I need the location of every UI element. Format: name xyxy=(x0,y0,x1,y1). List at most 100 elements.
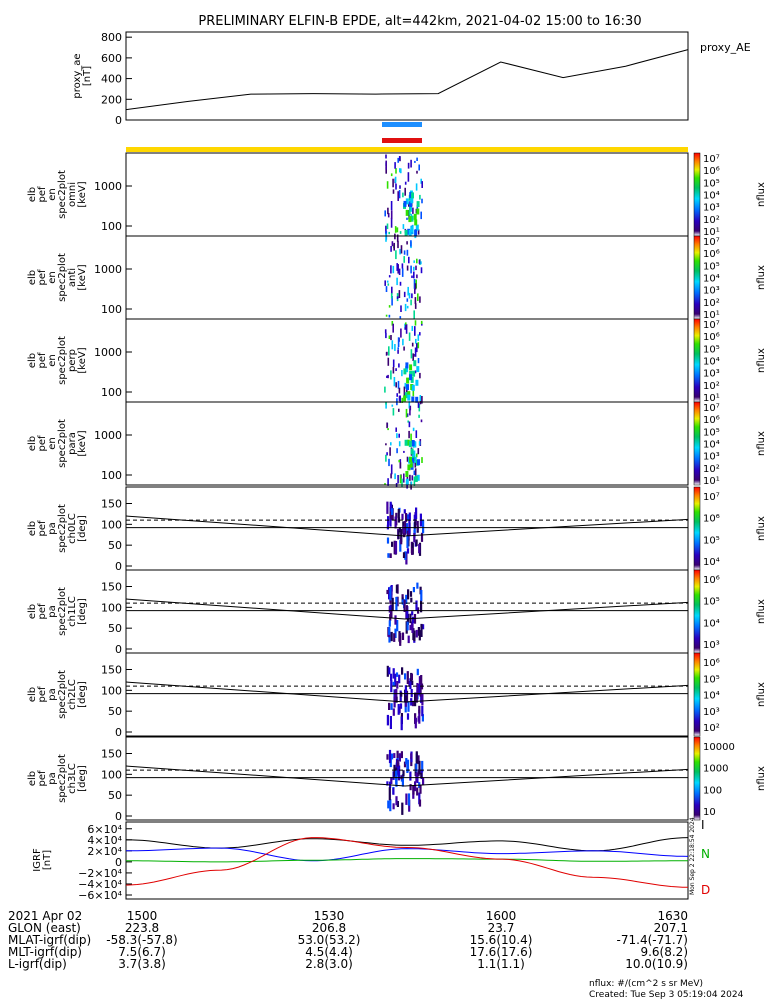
pitch-angle-cell xyxy=(392,708,395,716)
spectrogram-cell xyxy=(406,413,409,417)
spectrogram-cell xyxy=(409,192,413,199)
pitch-angle-cell xyxy=(388,626,391,635)
colorbar-label: nflux xyxy=(756,766,767,791)
pitch-angle-cell xyxy=(415,507,418,520)
spectrogram-cell xyxy=(398,433,400,438)
spectrogram-cell xyxy=(385,314,388,317)
spectrogram-panel: elb pef en spec2plot anti [keV] 100010010⁷10⁶1… xyxy=(27,235,767,321)
colorbar-tick: 10¹ xyxy=(703,227,720,238)
colorbar-tick: 10⁵ xyxy=(703,597,720,608)
pitch-angle-cell xyxy=(386,501,389,514)
spectrogram-cell xyxy=(392,265,395,274)
spectrogram-cell xyxy=(392,189,395,194)
pitch-angle-cell xyxy=(389,514,392,521)
spectrogram-cell xyxy=(394,176,397,183)
spectrogram-cell xyxy=(385,443,387,446)
pitch-angle-cell xyxy=(393,764,396,777)
spectrogram-cell xyxy=(415,183,418,191)
spectrogram-cell xyxy=(410,159,412,168)
igrf-panel: IGRF [nT] 6×10⁴4×10⁴2×10⁴0−2×10⁴−4×10⁴−6×… xyxy=(32,817,710,902)
colorbar-tick: 10³ xyxy=(703,203,720,214)
indicator-bar-blue xyxy=(382,122,422,127)
spectrogram-cell xyxy=(384,386,386,393)
pitch-angle-cell xyxy=(420,623,423,637)
spectrogram-cell xyxy=(391,321,394,326)
ylabel-line: elb xyxy=(27,436,38,451)
colorbar xyxy=(693,652,701,737)
pitch-angle-cell xyxy=(406,548,410,554)
tick-label: 800 xyxy=(101,31,122,44)
tick-label: 50 xyxy=(108,622,122,635)
spectrogram-cell xyxy=(401,478,403,487)
spectrogram-cell xyxy=(417,448,420,455)
spectrogram-cell xyxy=(386,452,388,456)
pitch-angle-cell xyxy=(404,685,407,696)
spectrogram-cell xyxy=(405,322,407,326)
pitch-angle-cell xyxy=(408,512,411,522)
spectrogram-cell xyxy=(420,320,423,325)
spectrogram-cell xyxy=(411,275,413,278)
spectrogram-frame xyxy=(125,401,689,486)
spectrogram-cell xyxy=(387,478,389,486)
ylabel-line: [keV] xyxy=(77,181,88,207)
spectrogram-cell xyxy=(417,229,420,235)
spectrogram-cell xyxy=(390,442,392,446)
pitch-angle-cell xyxy=(421,705,424,717)
spectrogram-cell xyxy=(409,408,411,416)
colorbar-tick: 10⁵ xyxy=(703,427,720,438)
footer-cell: 1630 xyxy=(657,909,688,923)
spectrogram-cell xyxy=(420,178,422,184)
spectrogram-cell xyxy=(391,404,394,407)
colorbar-tick: 10⁷ xyxy=(703,237,720,248)
spectrogram-cell xyxy=(402,224,405,230)
footer-cell: L-igrf(dip) xyxy=(8,957,67,971)
spectrogram-cell xyxy=(421,457,423,463)
pitch-angle-cell xyxy=(390,673,393,681)
igrf-line-d xyxy=(125,837,689,888)
pitch-angle-cell xyxy=(407,635,410,644)
footer-cell: 1530 xyxy=(314,909,345,923)
spectrogram-cell xyxy=(415,265,417,271)
pitch-angle-cell xyxy=(418,799,422,807)
pitch-angle-cell xyxy=(422,777,425,785)
colorbar-tick: 10⁵ xyxy=(703,535,720,546)
ylabel-line: ch0LC xyxy=(67,513,78,544)
spectrogram-cell xyxy=(421,181,423,188)
spectrogram-cell xyxy=(410,384,414,390)
spectrogram-cell xyxy=(413,476,416,486)
spectrogram-cell xyxy=(406,265,409,271)
spectrogram-cell xyxy=(385,402,387,405)
ylabel-line: spec2plot xyxy=(57,504,68,553)
pitch-angle-cell xyxy=(394,628,397,638)
pitch-angle-cell xyxy=(393,540,396,555)
pitch-angle-cell xyxy=(400,716,403,731)
colorbar-tick: 10⁶ xyxy=(703,332,720,343)
footer-cell: MLT-igrf(dip) xyxy=(8,945,82,959)
spectrogram-cell xyxy=(386,375,388,378)
spectrogram-cell xyxy=(413,310,415,319)
spectrogram-cell xyxy=(405,324,407,329)
colorbar-tick: 10⁷ xyxy=(703,320,720,331)
spectrogram-cell xyxy=(398,459,400,463)
pitch-angle-cell xyxy=(413,533,416,543)
spectrogram-cell xyxy=(409,374,412,381)
pitch-angle-cell xyxy=(401,632,405,640)
tick-label: 100 xyxy=(101,220,122,233)
spectrogram-cell xyxy=(404,323,406,329)
ylabel-line: pef xyxy=(37,352,48,369)
spectrogram-cell xyxy=(420,267,423,274)
loss-cone-line xyxy=(125,598,689,620)
ylabel-line: elb xyxy=(27,270,38,285)
pitch-angle-cell xyxy=(394,516,397,529)
spectrogram-cell xyxy=(414,326,416,336)
spectrogram-cell xyxy=(401,263,404,269)
igrf-legend-d: D xyxy=(701,883,710,897)
spectrogram-cell xyxy=(407,394,411,401)
igrf-lines xyxy=(125,837,689,888)
pitch-angle-cell xyxy=(388,632,391,643)
spectrogram-cell xyxy=(395,368,397,371)
pitch-angle-cell xyxy=(417,755,420,765)
pitch-angle-cell xyxy=(406,759,410,772)
spectrogram-cell xyxy=(397,240,399,249)
